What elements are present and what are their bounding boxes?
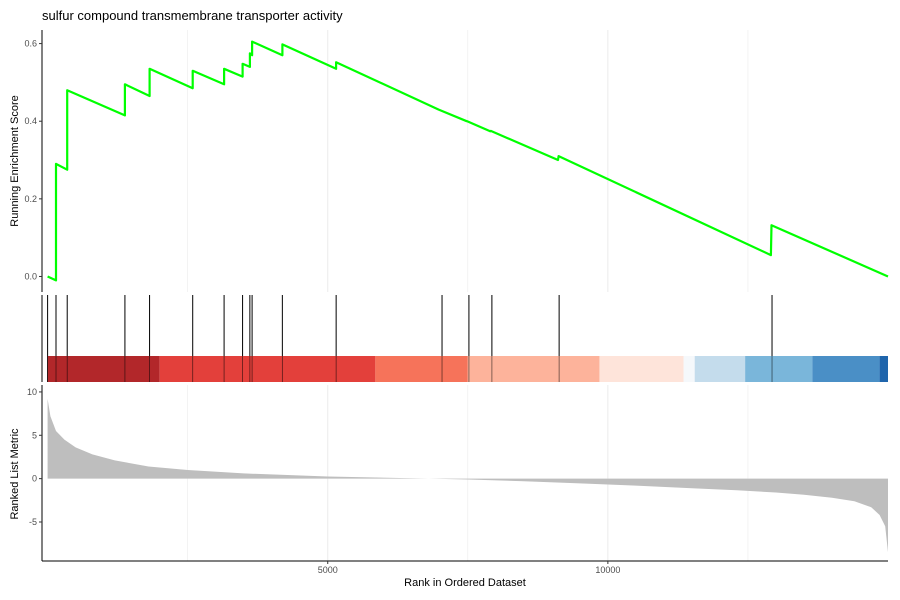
y-tick-label: 10 — [27, 387, 37, 397]
ranked-metric-area — [47, 398, 889, 553]
y-tick-label: 5 — [32, 430, 37, 440]
y-tick-label: 0 — [32, 474, 37, 484]
enrichment-y-axis-title: Running Enrichment Score — [9, 95, 21, 226]
grid-layer — [187, 30, 749, 561]
ranked-list-panel — [47, 398, 889, 553]
color-band-segment — [812, 356, 880, 382]
y-tick-label: 0.4 — [24, 116, 37, 126]
chart-title: sulfur compound transmembrane transporte… — [42, 8, 343, 23]
y-tick-label: -5 — [29, 517, 37, 527]
enrichment-panel — [47, 40, 889, 282]
x-tick-label: 5000 — [318, 565, 338, 575]
x-axis-title: Rank in Ordered Dataset — [404, 577, 526, 589]
color-band-segment — [879, 356, 888, 382]
color-band — [47, 356, 888, 382]
axes-layer: 0.0 0.2 0.4 0.6 -5 0 5 10 5000 10000 — [24, 30, 888, 575]
color-band-segment — [375, 356, 468, 382]
ranked-y-axis-title: Ranked List Metric — [9, 428, 21, 520]
x-tick-label: 10000 — [595, 565, 620, 575]
y-tick-label: 0.2 — [24, 194, 37, 204]
y-tick-label: 0.0 — [24, 271, 37, 281]
color-band-segment — [745, 356, 813, 382]
color-band-segment — [467, 356, 600, 382]
enrichment-score-line — [47, 40, 889, 282]
color-band-segment — [159, 356, 376, 382]
color-band-segment — [47, 356, 160, 382]
color-band-segment — [599, 356, 684, 382]
color-band-segment — [694, 356, 746, 382]
color-band-segment — [683, 356, 695, 382]
y-tick-label: 0.6 — [24, 39, 37, 49]
